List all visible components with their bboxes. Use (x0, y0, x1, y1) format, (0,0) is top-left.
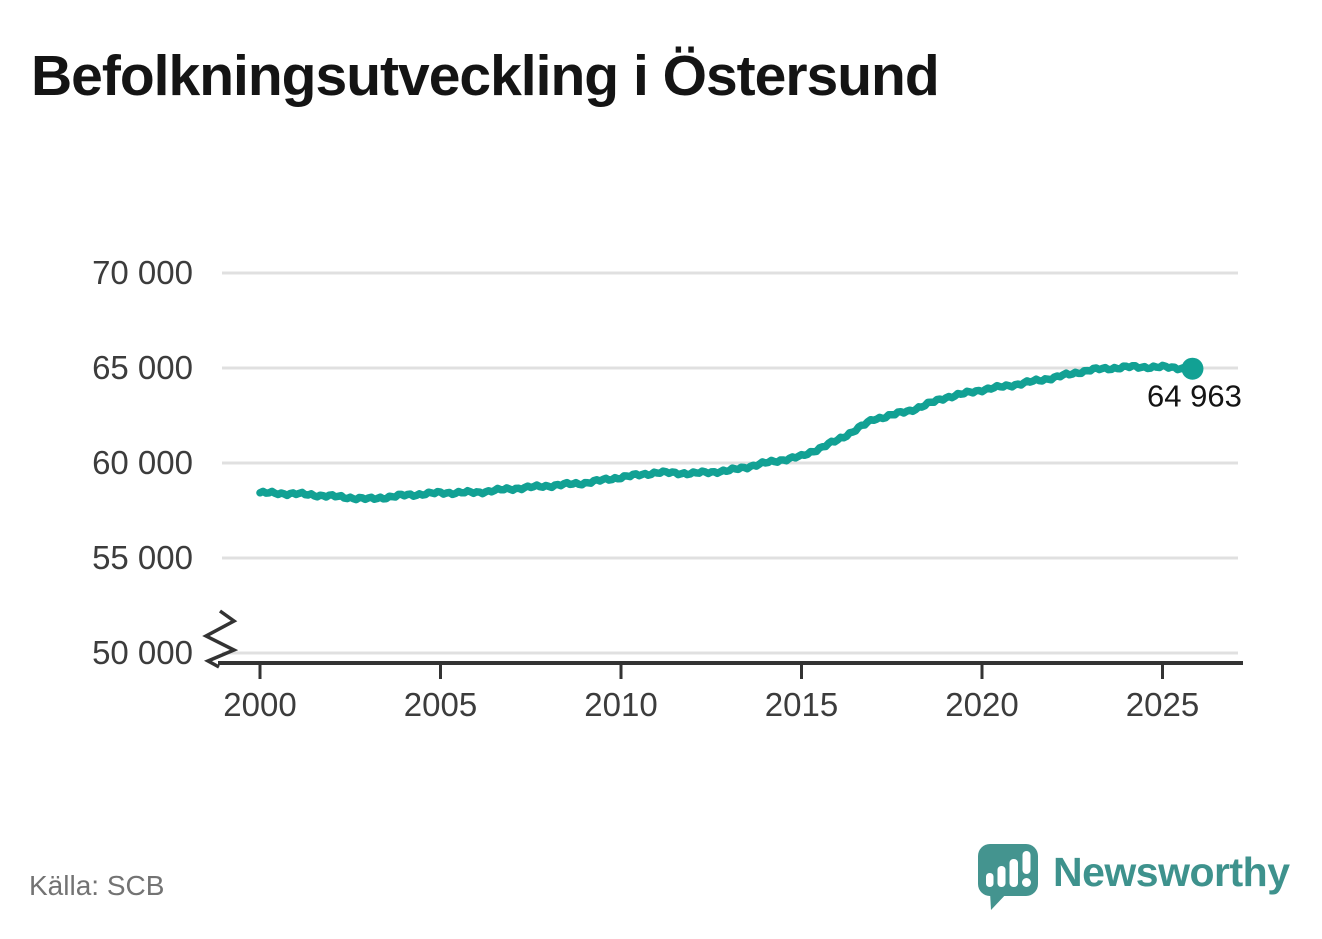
end-value-label: 64 963 (1147, 379, 1242, 414)
chart-title: Befolkningsutveckling i Östersund (31, 44, 940, 108)
x-tick-label: 2020 (945, 686, 1018, 723)
x-tick-label: 2010 (584, 686, 657, 723)
axis-break-icon (202, 609, 239, 669)
y-tick-label: 65 000 (92, 349, 193, 386)
y-tick-label: 50 000 (92, 634, 193, 671)
branding: Newsworthy (978, 844, 1290, 912)
source-label: Källa: SCB (29, 870, 165, 901)
x-tick-label: 2005 (404, 686, 477, 723)
y-tick-label: 70 000 (92, 254, 193, 291)
end-point-marker (1181, 357, 1204, 380)
y-tick-label: 60 000 (92, 444, 193, 481)
x-tick-label: 2015 (765, 686, 838, 723)
population-line (256, 361, 1197, 504)
x-tick-label: 2025 (1126, 686, 1199, 723)
newsworthy-logo-icon (978, 844, 1038, 910)
brand-name: Newsworthy (1053, 849, 1290, 895)
y-tick-label: 55 000 (92, 539, 193, 576)
x-tick-label: 2000 (223, 686, 296, 723)
